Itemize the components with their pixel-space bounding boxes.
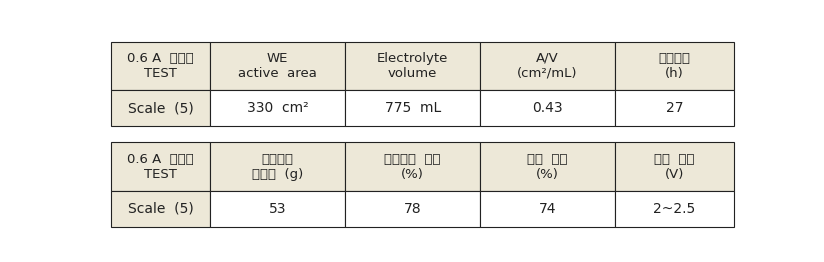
Text: 53: 53 (269, 202, 287, 216)
Text: 0.6 A  정전류
TEST: 0.6 A 정전류 TEST (127, 152, 194, 181)
Text: Scale  (5): Scale (5) (128, 101, 194, 115)
Text: Scale  (5): Scale (5) (128, 202, 194, 216)
Text: 330  cm²: 330 cm² (247, 101, 308, 115)
Bar (110, 90, 210, 126)
Bar (480, 90, 615, 126)
Text: A/V
(cm²/mL): A/V (cm²/mL) (517, 52, 578, 80)
Bar (480, 42, 615, 90)
Text: 0.6 A  정전류
TEST: 0.6 A 정전류 TEST (127, 52, 194, 80)
Bar (345, 143, 480, 191)
Text: 78: 78 (404, 202, 421, 216)
Text: 0.43: 0.43 (532, 101, 563, 115)
Text: 옥살산염
생성량  (g): 옥살산염 생성량 (g) (252, 152, 303, 181)
Text: Electrolyte
volume: Electrolyte volume (377, 52, 448, 80)
Text: 반응시간
(h): 반응시간 (h) (658, 52, 691, 80)
Bar (615, 90, 734, 126)
Bar (345, 191, 480, 227)
Bar (210, 191, 345, 227)
Bar (615, 42, 734, 90)
Text: 27: 27 (666, 101, 683, 115)
Text: 양단  전압
(V): 양단 전압 (V) (654, 152, 695, 181)
Bar (615, 143, 734, 191)
Text: 74: 74 (539, 202, 556, 216)
Text: WE
active  area: WE active area (238, 52, 317, 80)
Bar (210, 42, 345, 90)
Bar (210, 143, 345, 191)
Bar (480, 191, 615, 227)
Bar (110, 143, 210, 191)
Text: 775  mL: 775 mL (385, 101, 441, 115)
Text: 옥살산염  순도
(%): 옥살산염 순도 (%) (385, 152, 441, 181)
Bar (110, 42, 210, 90)
Bar (110, 191, 210, 227)
Bar (615, 191, 734, 227)
Bar (480, 143, 615, 191)
Text: 전류  효율
(%): 전류 효율 (%) (527, 152, 568, 181)
Bar (345, 90, 480, 126)
Bar (345, 42, 480, 90)
Text: 2~2.5: 2~2.5 (653, 202, 695, 216)
Bar (210, 90, 345, 126)
